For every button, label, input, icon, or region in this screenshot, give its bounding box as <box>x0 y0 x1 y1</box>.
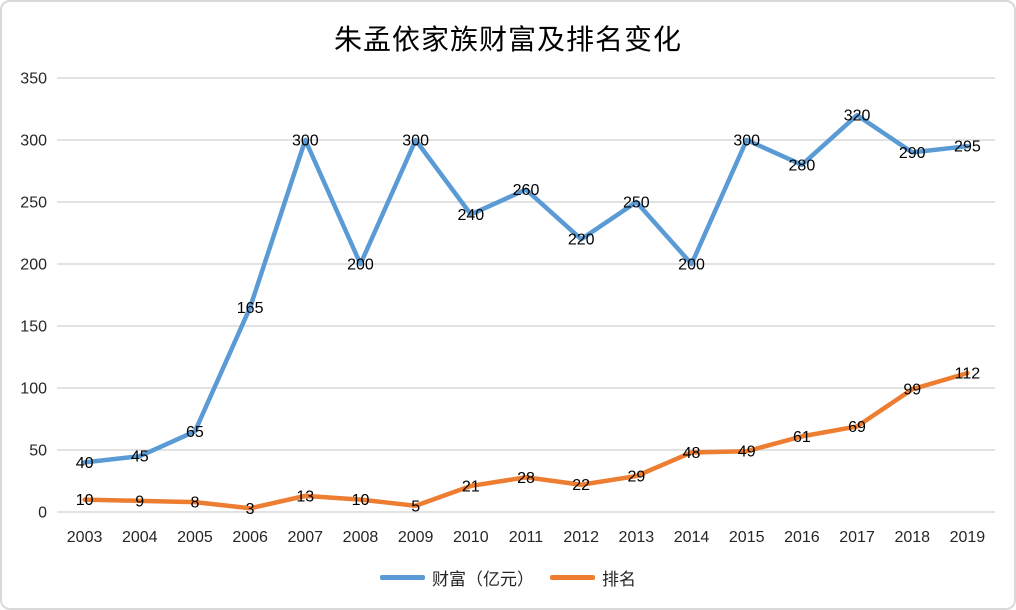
legend-label-wealth: 财富（亿元） <box>432 570 534 589</box>
rank-line-swatch-icon <box>550 575 595 580</box>
x-axis-tick-label: 2006 <box>232 529 268 546</box>
y-axis-tick-label: 100 <box>20 381 47 398</box>
data-label-rank: 8 <box>190 495 199 512</box>
legend: 财富（亿元） 排名 <box>2 565 1014 590</box>
data-label-wealth: 295 <box>954 139 981 156</box>
data-label-wealth: 45 <box>131 449 149 466</box>
data-label-rank: 21 <box>462 478 480 495</box>
x-axis-tick-label: 2010 <box>453 529 489 546</box>
data-label-wealth: 220 <box>568 232 595 249</box>
data-label-wealth: 200 <box>347 257 374 274</box>
data-label-rank: 69 <box>848 419 866 436</box>
data-label-wealth: 250 <box>623 195 650 212</box>
y-axis-tick-label: 50 <box>29 443 47 460</box>
data-label-wealth: 165 <box>237 300 264 317</box>
x-axis-tick-label: 2011 <box>509 529 544 546</box>
data-label-wealth: 300 <box>733 133 760 150</box>
y-axis-tick-label: 300 <box>20 133 47 150</box>
series-line-rank <box>82 370 970 511</box>
data-label-wealth: 200 <box>678 257 705 274</box>
data-label-wealth: 280 <box>789 157 816 174</box>
data-label-wealth: 40 <box>76 455 94 472</box>
data-label-rank: 48 <box>683 445 701 462</box>
chart-title: 朱孟依家族财富及排名变化 <box>333 25 682 56</box>
data-label-wealth: 260 <box>513 182 540 199</box>
x-axis-tick-label: 2018 <box>894 529 930 546</box>
data-label-wealth: 290 <box>899 145 926 162</box>
x-axis-tick-label: 2009 <box>398 529 434 546</box>
x-axis-tick-label: 2015 <box>729 529 765 546</box>
x-axis-tick-label: 2017 <box>839 529 875 546</box>
x-axis-tick-label: 2014 <box>674 529 710 546</box>
y-axis-tick-label: 350 <box>20 71 47 88</box>
data-label-wealth: 320 <box>844 108 871 125</box>
x-axis-tick-label: 2008 <box>343 529 379 546</box>
y-axis-tick-label: 0 <box>38 505 47 522</box>
data-label-wealth: 240 <box>457 207 484 224</box>
series-line-wealth <box>82 112 970 465</box>
wealth-line-swatch-icon <box>380 575 425 580</box>
x-axis-tick-label: 2007 <box>287 529 323 546</box>
data-label-rank: 112 <box>955 366 981 383</box>
data-label-rank: 28 <box>517 470 535 487</box>
data-label-rank: 9 <box>135 493 144 510</box>
x-axis-tick-label: 2004 <box>122 529 158 546</box>
data-label-rank: 3 <box>246 501 255 518</box>
x-axis-tick-label: 2012 <box>563 529 599 546</box>
y-axis-tick-label: 250 <box>20 195 47 212</box>
x-axis-tick-label: 2003 <box>67 529 103 546</box>
data-label-rank: 49 <box>738 444 756 461</box>
data-label-rank: 29 <box>627 469 645 486</box>
legend-item-rank: 排名 <box>550 565 636 590</box>
data-label-wealth: 65 <box>186 424 204 441</box>
data-label-rank: 10 <box>352 492 370 509</box>
data-label-rank: 13 <box>296 488 314 505</box>
data-label-rank: 10 <box>76 492 94 509</box>
x-axis-tick-label: 2019 <box>950 529 986 546</box>
legend-item-wealth: 财富（亿元） <box>380 565 534 590</box>
legend-label-rank: 排名 <box>602 570 636 589</box>
data-label-rank: 99 <box>903 382 921 399</box>
y-axis-tick-label: 200 <box>20 257 47 274</box>
data-label-rank: 22 <box>572 477 590 494</box>
data-label-wealth: 300 <box>292 133 319 150</box>
x-axis-tick-label: 2005 <box>177 529 213 546</box>
x-axis-tick-label: 2013 <box>619 529 655 546</box>
x-axis-tick-label: 2016 <box>784 529 820 546</box>
y-axis-tick-label: 150 <box>20 319 47 336</box>
data-label-rank: 5 <box>411 498 420 515</box>
data-label-rank: 61 <box>793 429 811 446</box>
data-label-wealth: 300 <box>402 133 429 150</box>
